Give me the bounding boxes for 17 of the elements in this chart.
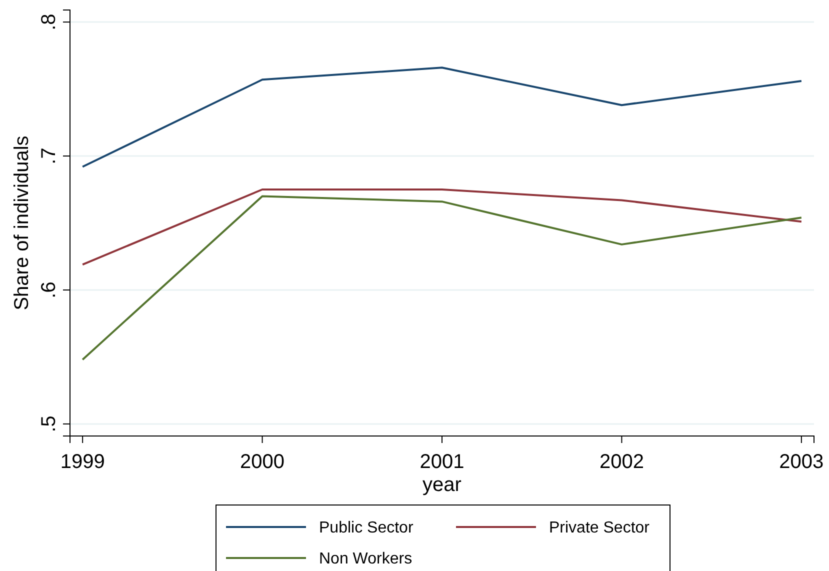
x-tick-label: 2002 (599, 451, 644, 473)
line-series (82, 66, 802, 168)
y-tick-label: .7 (38, 148, 60, 164)
y-tick-label: .5 (38, 416, 60, 432)
x-axis-title: year (422, 474, 462, 496)
line-series (82, 195, 802, 361)
y-tick-label: .8 (38, 14, 60, 30)
x-tick-label: 2000 (240, 451, 285, 473)
y-axis-title: Share of individuals (11, 136, 33, 310)
x-tick-label: 2001 (420, 451, 464, 473)
legend-label: Public Sector (319, 520, 414, 537)
x-tick-label: 1999 (60, 451, 105, 473)
x-tick-label: 2003 (779, 451, 824, 473)
legend-label: Private Sector (549, 520, 650, 537)
legend-label: Non Workers (319, 550, 412, 568)
line-series (82, 188, 802, 266)
y-tick-label: .6 (38, 282, 60, 298)
